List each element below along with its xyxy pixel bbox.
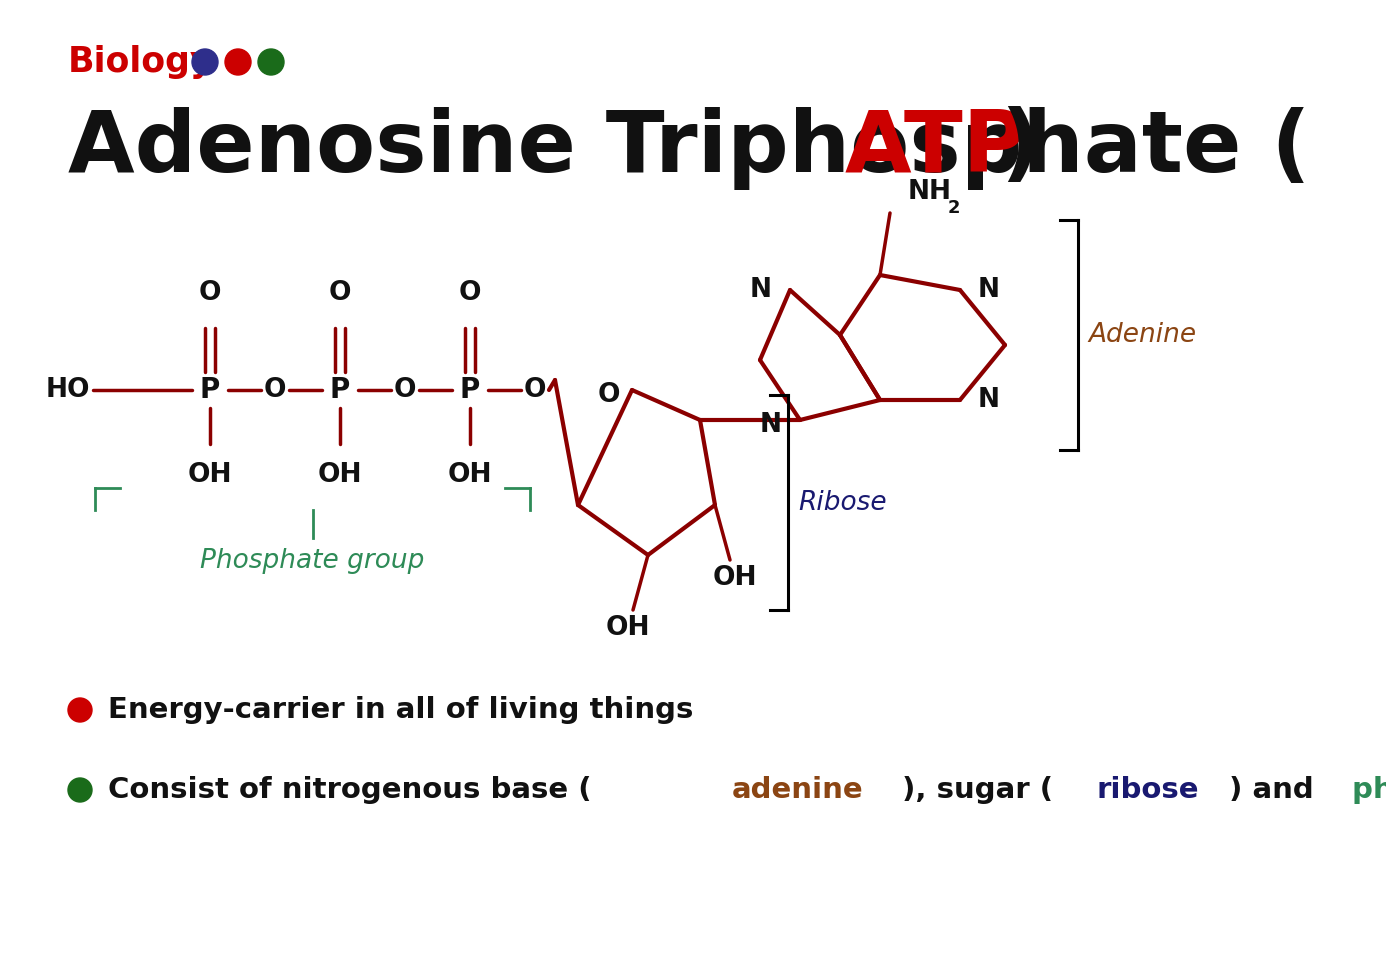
Text: Adenine: Adenine xyxy=(1088,322,1196,348)
Text: Biology: Biology xyxy=(68,45,213,79)
Circle shape xyxy=(68,778,91,802)
Text: Ribose: Ribose xyxy=(798,489,887,515)
Circle shape xyxy=(193,49,218,75)
Text: phosphate group: phosphate group xyxy=(1351,776,1386,804)
Text: Adenosine Triphosphate (: Adenosine Triphosphate ( xyxy=(68,107,1311,189)
Text: ), sugar (: ), sugar ( xyxy=(902,776,1053,804)
Text: ): ) xyxy=(1001,107,1040,189)
Text: P: P xyxy=(460,376,480,404)
Text: O: O xyxy=(459,280,481,306)
Circle shape xyxy=(68,698,91,722)
Circle shape xyxy=(225,49,251,75)
Circle shape xyxy=(258,49,284,75)
Text: Phosphate group: Phosphate group xyxy=(201,548,424,574)
Text: OH: OH xyxy=(187,462,233,488)
Text: OH: OH xyxy=(712,565,757,591)
Text: O: O xyxy=(328,280,351,306)
Text: N: N xyxy=(760,412,782,438)
Text: O: O xyxy=(198,280,222,306)
Text: N: N xyxy=(979,387,1001,413)
Text: O: O xyxy=(263,377,287,403)
Text: O: O xyxy=(524,377,546,403)
Text: ) and: ) and xyxy=(1229,776,1324,804)
Text: P: P xyxy=(200,376,220,404)
Text: ribose: ribose xyxy=(1096,776,1199,804)
Text: N: N xyxy=(979,277,1001,303)
Text: OH: OH xyxy=(606,615,650,641)
Text: adenine: adenine xyxy=(732,776,863,804)
Text: ATP: ATP xyxy=(845,107,1027,189)
Text: Energy-carrier in all of living things: Energy-carrier in all of living things xyxy=(108,696,693,724)
Text: O: O xyxy=(597,382,620,408)
Text: OH: OH xyxy=(317,462,362,488)
Text: N: N xyxy=(750,277,772,303)
Text: Consist of nitrogenous base (: Consist of nitrogenous base ( xyxy=(108,776,592,804)
Text: OH: OH xyxy=(448,462,492,488)
Text: HO: HO xyxy=(46,377,90,403)
Text: 2: 2 xyxy=(948,199,960,217)
Text: NH: NH xyxy=(908,179,952,205)
Text: P: P xyxy=(330,376,351,404)
Text: O: O xyxy=(394,377,416,403)
